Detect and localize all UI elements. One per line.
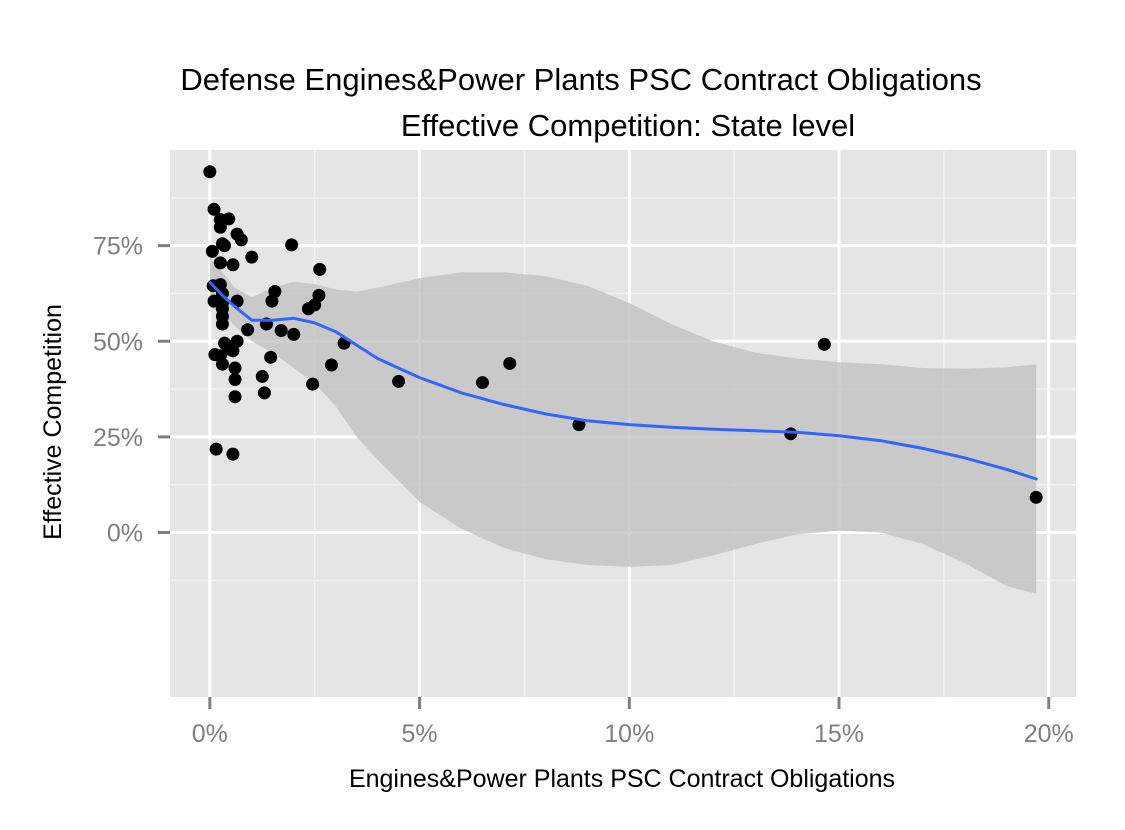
data-point	[228, 390, 242, 404]
data-points-layer	[203, 165, 1043, 504]
y-tick-label: 50%	[93, 328, 143, 356]
data-point	[241, 323, 255, 337]
data-point	[213, 220, 227, 234]
x-tick-label: 0%	[192, 720, 228, 748]
data-point	[312, 288, 326, 302]
data-point	[203, 165, 217, 179]
y-tick-label: 0%	[107, 520, 143, 548]
data-point	[287, 327, 301, 341]
smooth-line	[208, 280, 1038, 481]
data-point	[228, 373, 242, 387]
data-point	[392, 374, 406, 388]
data-point	[255, 369, 269, 383]
data-point	[268, 285, 282, 299]
y-tick-label: 75%	[93, 233, 143, 261]
data-point	[257, 386, 271, 400]
x-tick-label: 20%	[1024, 720, 1074, 748]
data-point	[222, 212, 236, 226]
y-axis-title: Effective Competition	[39, 304, 67, 540]
data-point	[207, 202, 221, 216]
data-point	[245, 250, 259, 264]
data-point	[324, 358, 338, 372]
data-point	[228, 361, 242, 375]
data-point	[234, 233, 248, 247]
data-point	[313, 262, 327, 276]
data-point	[226, 258, 240, 272]
data-point	[503, 356, 517, 370]
y-axis-ticks: 0% 25% 50% 75%	[93, 233, 170, 548]
x-axis-ticks: 0% 5% 10% 15% 20%	[192, 697, 1074, 748]
data-point	[205, 244, 219, 258]
data-point	[475, 376, 489, 390]
smooth-line-layer	[208, 280, 1038, 481]
data-point	[213, 256, 227, 270]
data-point	[1029, 490, 1043, 504]
data-point	[306, 377, 320, 391]
data-point	[230, 334, 244, 348]
data-point	[218, 239, 232, 253]
data-point	[285, 238, 299, 252]
data-point	[215, 317, 229, 331]
chart-title: Defense Engines&Power Plants PSC Contrac…	[180, 62, 981, 97]
x-tick-label: 15%	[814, 720, 864, 748]
x-tick-label: 5%	[401, 720, 437, 748]
chart-subtitle: Effective Competition: State level	[401, 108, 855, 143]
data-point	[274, 324, 288, 338]
data-point	[817, 337, 831, 351]
y-tick-label: 25%	[93, 424, 143, 452]
x-axis-title: Engines&Power Plants PSC Contract Obliga…	[349, 765, 895, 793]
x-tick-label: 10%	[604, 720, 654, 748]
data-point	[226, 447, 240, 461]
data-point	[215, 357, 229, 371]
data-point	[784, 427, 798, 441]
data-point	[264, 350, 278, 364]
data-point	[209, 442, 223, 456]
